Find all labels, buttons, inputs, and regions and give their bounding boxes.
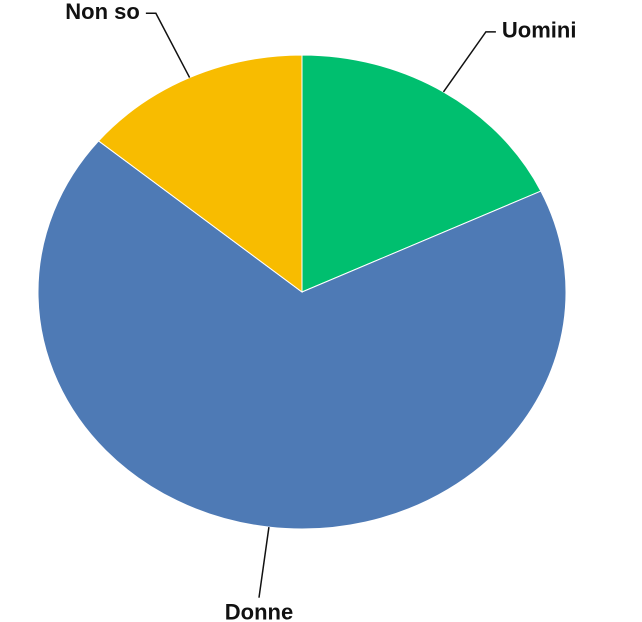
pie-slice	[301, 54, 542, 293]
leader-line	[258, 527, 270, 598]
pie-slice	[97, 54, 303, 293]
leader-line	[145, 12, 191, 78]
slice-label: Uomini	[502, 18, 577, 43]
slice-label: Non so	[65, 0, 140, 24]
slice-label: Donne	[225, 599, 293, 622]
leader-line	[442, 31, 496, 93]
